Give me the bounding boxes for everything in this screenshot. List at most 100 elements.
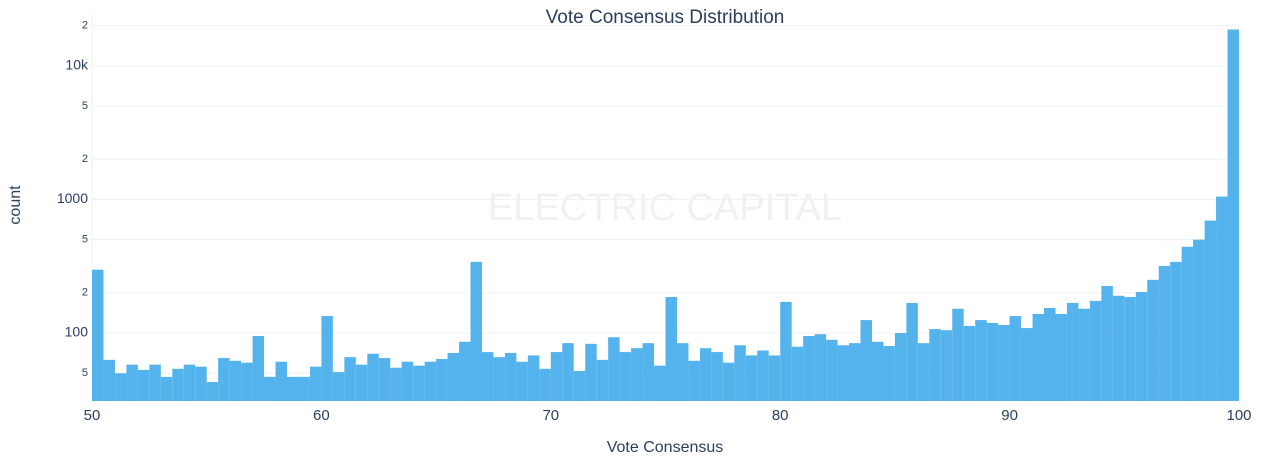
bar (619, 352, 632, 401)
bar (459, 341, 471, 401)
bar (814, 334, 827, 401)
bar (745, 355, 758, 401)
bar (1158, 265, 1171, 401)
bar (963, 325, 976, 401)
bar (1181, 246, 1194, 401)
bar (344, 357, 356, 401)
bar (355, 364, 368, 401)
y-tick-label: 100 (65, 324, 89, 340)
bar (527, 355, 540, 401)
bar (504, 352, 517, 401)
bar (1055, 313, 1067, 401)
bar (378, 358, 391, 401)
x-axis-label: Vote Consensus (607, 439, 724, 456)
bar (103, 359, 115, 401)
bar (803, 336, 815, 401)
bar (1032, 313, 1045, 401)
bar (757, 350, 769, 401)
bar (780, 301, 792, 401)
bar (332, 372, 345, 401)
y-tick-label: 5 (82, 367, 88, 379)
bar (401, 361, 414, 401)
bar (252, 336, 265, 401)
bar (734, 345, 746, 401)
bar (493, 357, 505, 401)
bar (883, 345, 895, 401)
y-tick-label: 2 (82, 287, 88, 299)
bar (321, 316, 333, 401)
x-tick-label: 80 (772, 407, 789, 424)
bar (871, 341, 884, 401)
bar (229, 360, 242, 401)
bar (1204, 220, 1217, 401)
bar (1170, 261, 1182, 401)
x-tick-label: 90 (1001, 407, 1018, 424)
bar (481, 352, 494, 401)
bar (940, 330, 953, 401)
bar (998, 324, 1010, 401)
bar (126, 364, 138, 401)
bar (298, 376, 310, 401)
y-tick-label: 5 (82, 100, 88, 112)
bar (1135, 291, 1148, 401)
bar (722, 362, 735, 401)
bar (837, 345, 850, 401)
bar (114, 373, 127, 401)
y-axis-label: count (7, 185, 24, 225)
y-tick-label: 10k (65, 57, 89, 73)
bar (183, 364, 196, 401)
bar (241, 362, 253, 401)
bar (516, 361, 528, 401)
bar (1193, 239, 1205, 401)
bar (1089, 300, 1102, 401)
bar (424, 361, 437, 401)
watermark: ELECTRIC CAPITAL (488, 187, 842, 229)
bar (929, 329, 941, 401)
bar (596, 359, 609, 401)
bar (573, 370, 586, 401)
bar (1216, 196, 1228, 401)
bar (952, 308, 964, 401)
bar (137, 369, 150, 401)
bar (986, 322, 999, 401)
bar (470, 261, 482, 401)
bar (218, 358, 230, 401)
bar (562, 343, 574, 401)
bar (1112, 295, 1125, 401)
bar (275, 361, 287, 401)
bar (1021, 328, 1033, 401)
bar (149, 364, 161, 401)
bar (550, 352, 563, 401)
bar (1078, 308, 1090, 401)
bar (92, 269, 104, 401)
bar (791, 346, 804, 401)
bar (413, 365, 425, 401)
bar (608, 337, 620, 401)
bar (826, 339, 838, 401)
bar (894, 333, 907, 401)
bar (1147, 279, 1159, 401)
bar (264, 376, 276, 401)
x-tick-label: 70 (542, 407, 559, 424)
bar (917, 343, 930, 401)
bar (849, 343, 861, 401)
bar (1066, 302, 1079, 401)
bar (172, 368, 184, 401)
bar (1044, 307, 1056, 401)
bar (286, 376, 299, 401)
y-tick-label: 2 (82, 19, 88, 31)
bar (195, 366, 207, 401)
bar (1009, 316, 1022, 401)
bar (768, 355, 781, 401)
bar (447, 352, 460, 401)
bar (539, 368, 551, 401)
bar (1227, 29, 1239, 402)
x-tick-label: 50 (84, 407, 101, 424)
bar (160, 376, 173, 401)
bar (436, 358, 448, 401)
bar (699, 348, 712, 401)
y-tick-label: 5 (82, 234, 88, 246)
bar (206, 382, 219, 401)
x-tick-label: 100 (1226, 407, 1251, 424)
bar (631, 348, 643, 401)
